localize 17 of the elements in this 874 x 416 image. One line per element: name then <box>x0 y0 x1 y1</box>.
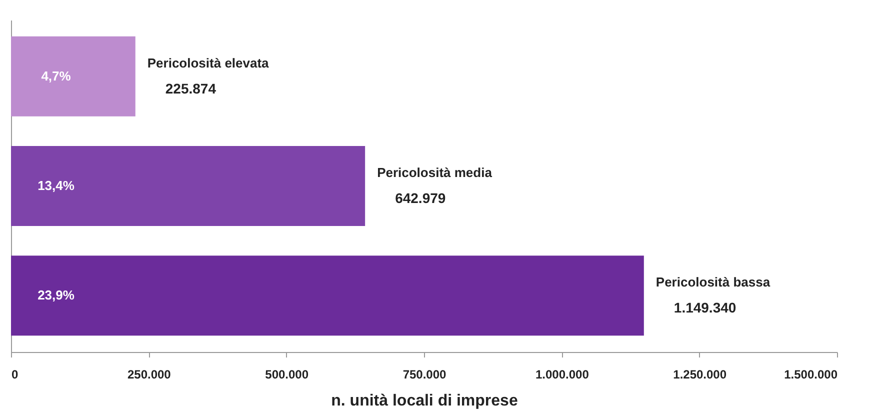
data-label: 642.979 <box>395 190 446 206</box>
x-tick-label: 750.000 <box>402 368 447 382</box>
annotation: 4,7% <box>41 68 72 84</box>
x-tick-label: 1.250.000 <box>673 368 727 382</box>
data-label: 225.874 <box>165 80 216 96</box>
x-axis-title: n. unità locali di imprese <box>331 392 518 410</box>
x-tick-label: 1.500.000 <box>784 368 838 382</box>
x-tick-label: 0 <box>12 368 18 382</box>
annotation: 13,4% <box>38 178 75 193</box>
y-tick-label: Pericolosità elevata <box>147 55 270 70</box>
x-tick-label: 500.000 <box>265 368 309 382</box>
x-tick-label: 250.000 <box>127 368 172 382</box>
y-tick-label: Pericolosità bassa <box>656 274 771 290</box>
data-label: 1.149.340 <box>674 300 736 316</box>
annotation: 23,9% <box>38 288 75 303</box>
x-tick-label: 1.000.000 <box>535 368 590 382</box>
y-tick-label: Pericolosità media <box>377 165 493 180</box>
